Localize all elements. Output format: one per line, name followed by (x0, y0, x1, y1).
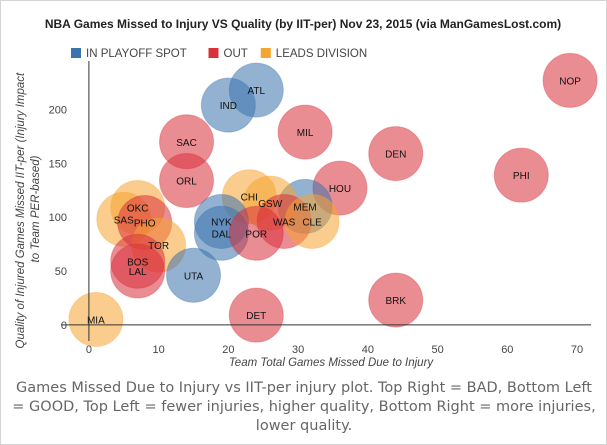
bubble-label-mia: MIA (87, 315, 105, 326)
bubble-label-sac: SAC (176, 138, 197, 149)
bubble-layer: NOP ATL IND MIL SAC DEN PHI ORL HOU CHI MEM GSW OKCS… (68, 52, 598, 347)
x-tick-0: 0 (86, 344, 92, 356)
y-tick-200: 200 (49, 104, 67, 116)
y-tick-100: 100 (49, 212, 67, 224)
chart-legend: IN PLAYOFF SPOT OUT LEADS DIVISION (71, 48, 367, 60)
bubble-uta[interactable] (166, 247, 221, 303)
x-tick-70: 70 (571, 344, 583, 356)
bubble-label-was: WAS (273, 217, 296, 228)
chart-caption: Games Missed Due to Injury vs IIT-per in… (9, 379, 599, 436)
bubble-mia[interactable] (68, 291, 124, 347)
x-tick-40: 40 (362, 344, 374, 356)
legend-label-0: IN PLAYOFF SPOT (86, 48, 187, 60)
bubble-det[interactable] (228, 287, 284, 343)
bubble-cle[interactable] (284, 193, 340, 249)
x-tick-20: 20 (222, 344, 234, 356)
x-tick-50: 50 (431, 344, 443, 356)
bubble-label-orl: ORL (176, 177, 197, 188)
bubble-phi[interactable] (493, 147, 549, 203)
legend-label-2: LEADS DIVISION (276, 48, 367, 60)
bubble-label-mem: MEM (293, 202, 316, 213)
bubble-chart: NBA Games Missed to Injury VS Quality (b… (15, 17, 598, 369)
bubble-label-hou: HOU (329, 184, 351, 195)
x-axis-label: Team Total Games Missed Due to Injury (229, 357, 435, 369)
y-tick-50: 50 (55, 266, 67, 278)
y-axis-label-line-1: Quality of Injured Games Missed IIT-per … (15, 72, 27, 348)
bubble-label-tor: TOR (148, 241, 169, 252)
legend-swatch-1 (208, 48, 219, 58)
bubble-nop[interactable] (542, 52, 598, 108)
y-tick-0: 0 (61, 320, 67, 332)
bubble-label-phi: PHI (513, 171, 530, 182)
bubble-lal[interactable] (110, 243, 166, 299)
caption-text: Games Missed Due to Injury vs IIT-per in… (12, 380, 596, 434)
bubble-label-uta: UTA (184, 271, 204, 282)
y-axis-label-line-2: to Team PER-based) (30, 155, 42, 262)
bubble-label-okc: OKC (127, 203, 149, 214)
x-tick-10: 10 (153, 344, 165, 356)
bubble-brk[interactable] (368, 272, 424, 328)
bubble-label-den: DEN (385, 150, 406, 161)
chart-axes: 0 10 20 30 40 50 60 70 0 50 100 150 200 (49, 61, 591, 356)
bubble-label-sas: SAS (114, 215, 134, 226)
bubble-label-nop: NOP (559, 76, 581, 87)
bubble-label-pho: PHO (134, 219, 156, 230)
bubble-label-ind: IND (220, 101, 237, 112)
bubble-orl[interactable] (159, 153, 215, 209)
bubble-ind[interactable] (200, 77, 256, 133)
bubble-label-lal: LAL (129, 267, 147, 278)
bubble-label-dal: DAL (212, 229, 232, 240)
bubble-label-brk: BRK (385, 296, 406, 307)
x-tick-30: 30 (292, 344, 304, 356)
bubble-label-gsw: GSW (258, 199, 282, 210)
bubble-label-chi: CHI (241, 193, 258, 204)
bubble-den[interactable] (368, 126, 424, 182)
bubble-label-det: DET (246, 311, 266, 322)
bubble-label-nyk: NYK (211, 217, 232, 228)
bubble-mil[interactable] (277, 104, 333, 160)
x-tick-60: 60 (501, 344, 513, 356)
bubble-label-atl: ATL (247, 86, 265, 97)
bubble-por[interactable] (228, 205, 284, 261)
legend-swatch-0 (71, 48, 81, 58)
y-axis-label-text: Quality of Injured Games Missed IIT-per … (15, 70, 42, 349)
bubble-label-bos: BOS (127, 257, 148, 268)
bubble-label-mil: MIL (297, 128, 314, 139)
chart-title: NBA Games Missed to Injury VS Quality (b… (45, 17, 561, 31)
y-tick-150: 150 (49, 158, 67, 170)
bubble-label-cle: CLE (302, 217, 322, 228)
legend-label-1: OUT (224, 48, 248, 60)
bubble-label-por: POR (245, 229, 267, 240)
legend-swatch-2 (260, 48, 271, 58)
y-axis-label: Quality of Injured Games Missed IIT-per … (15, 70, 42, 349)
